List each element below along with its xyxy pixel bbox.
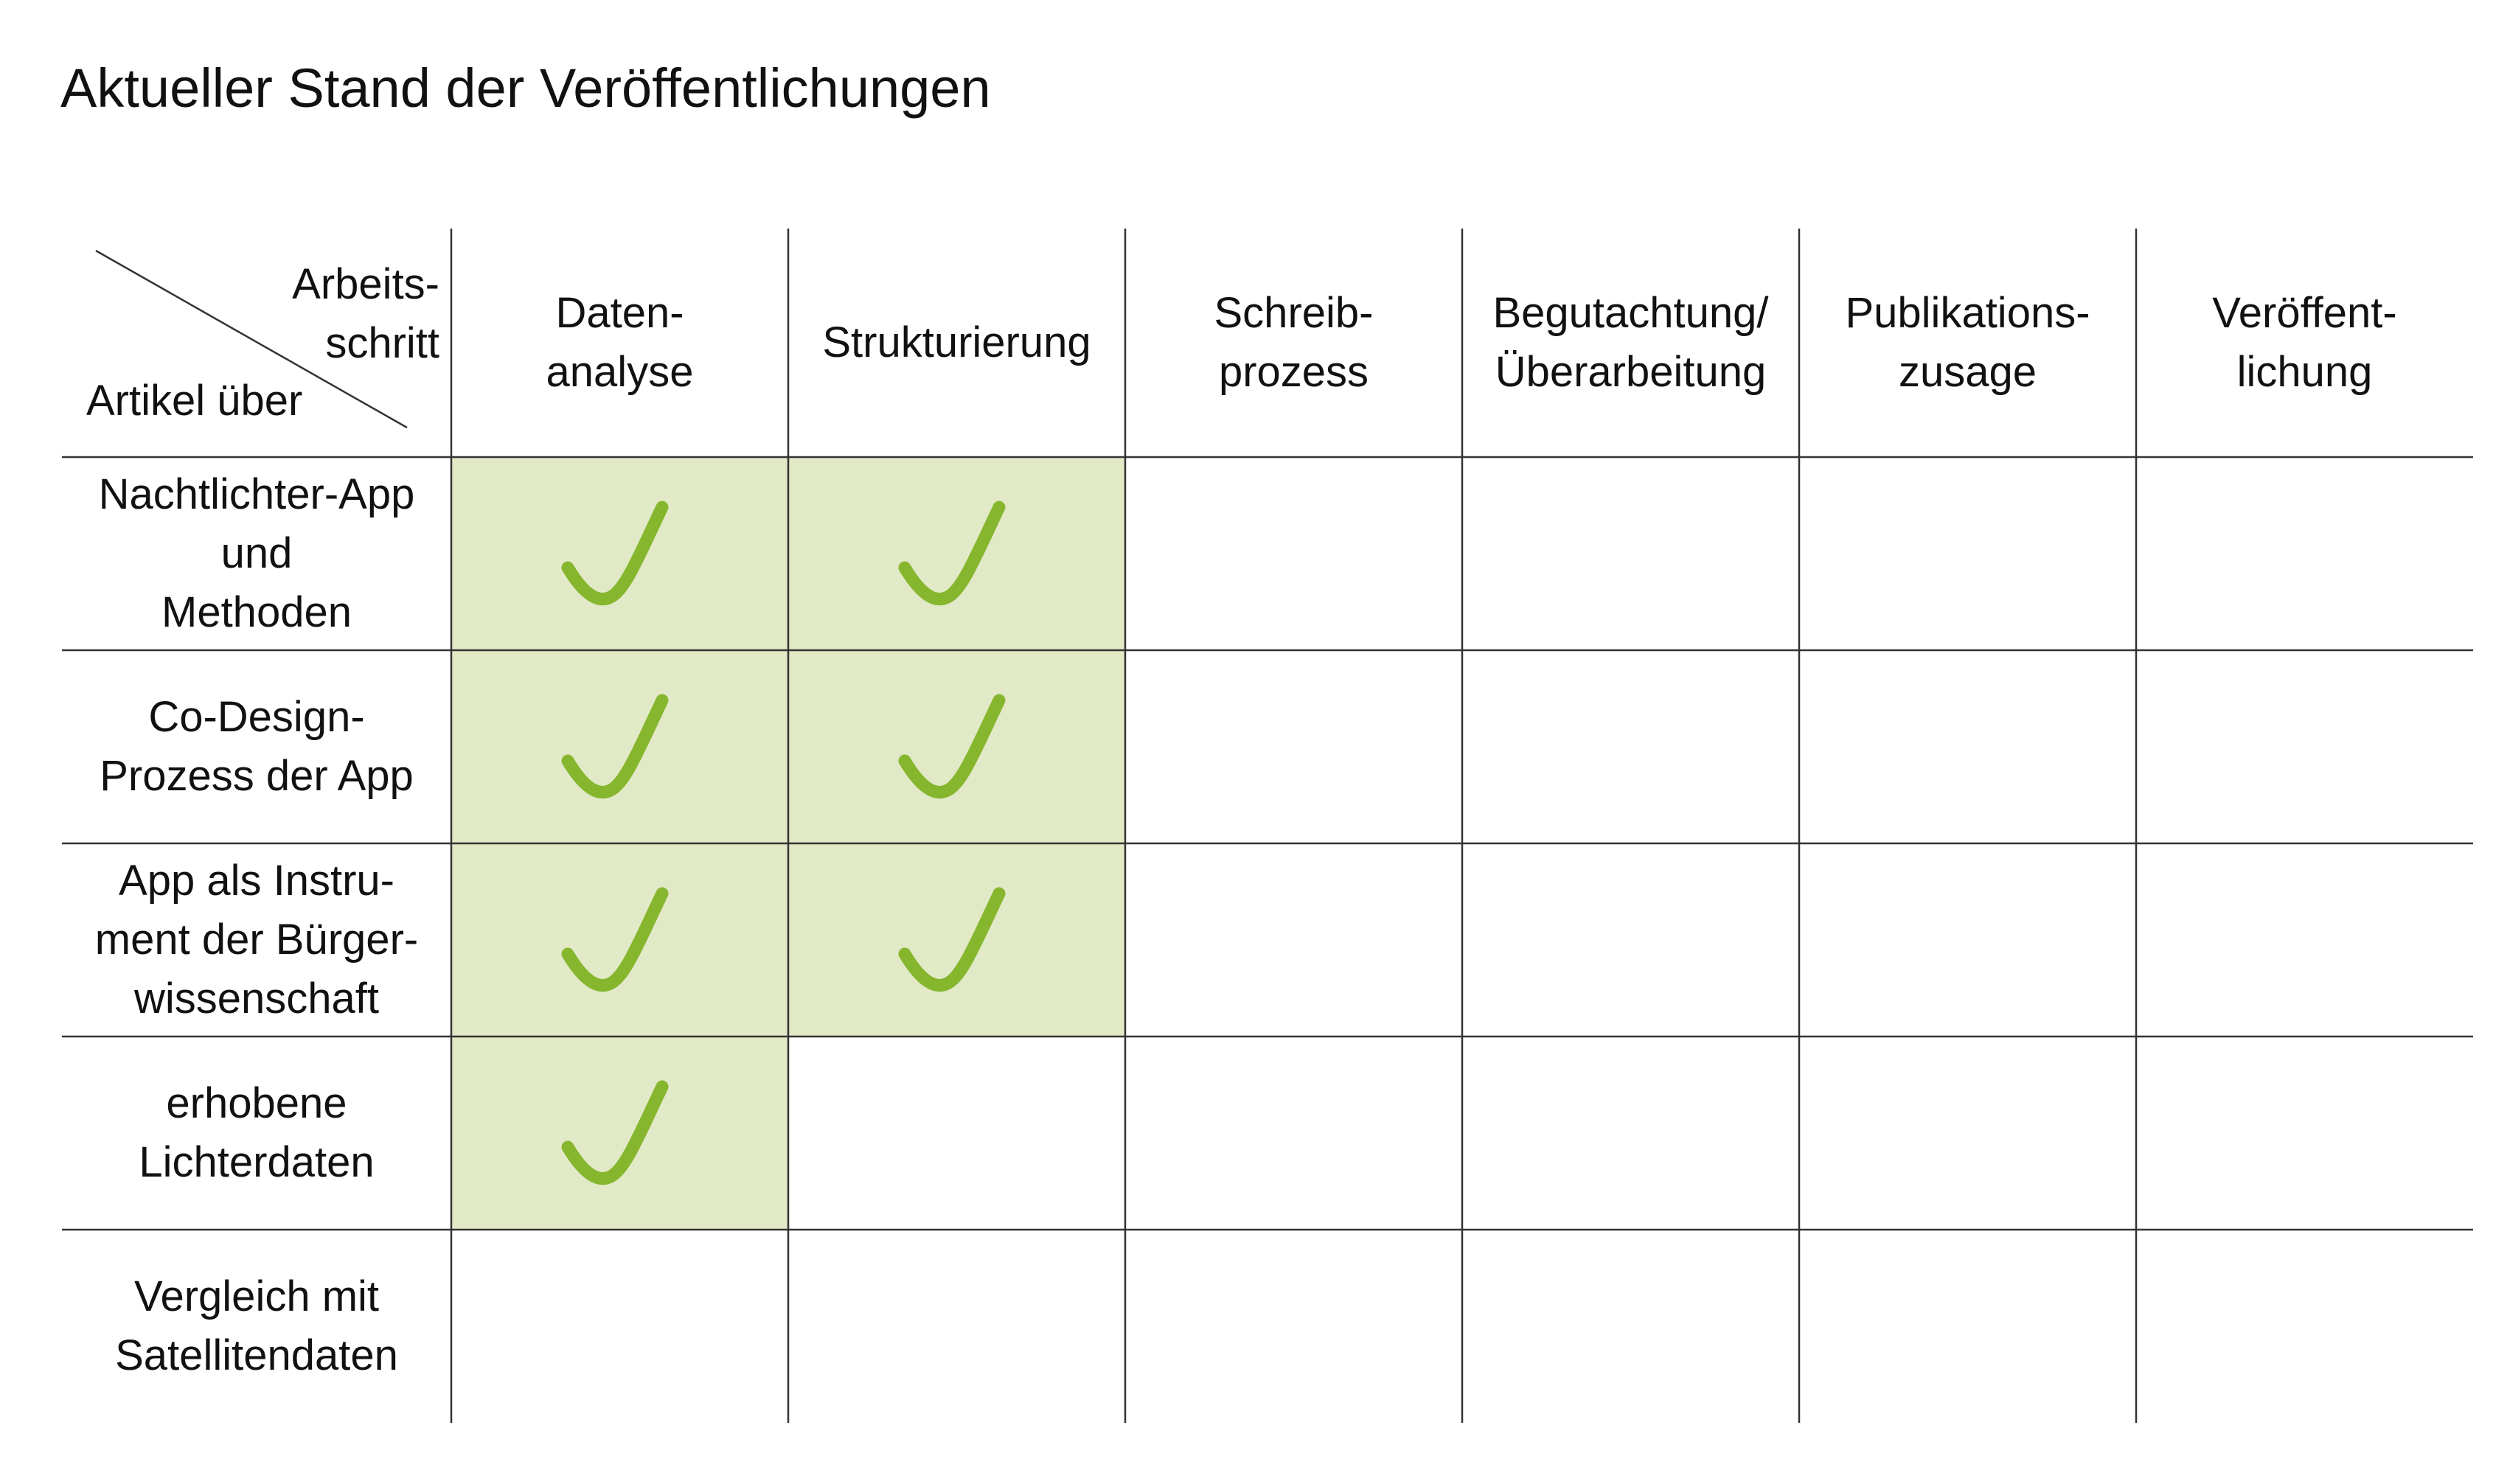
column-header: Publikations- zusage bbox=[1845, 289, 2090, 396]
check-mark-icon bbox=[561, 501, 669, 606]
status-cell-empty bbox=[2136, 650, 2473, 843]
page-title: Aktueller Stand der Veröffentlichungen bbox=[60, 58, 991, 119]
status-cell-empty bbox=[1799, 1230, 2136, 1423]
check-mark-icon bbox=[561, 1080, 669, 1185]
status-cell-empty bbox=[1125, 457, 1462, 650]
status-cell-empty bbox=[1462, 1037, 1799, 1230]
check-mark-icon bbox=[898, 694, 1006, 799]
status-cell-empty bbox=[1125, 843, 1462, 1037]
row-label: Vergleich mit Satellitendaten bbox=[115, 1272, 398, 1379]
status-cell-empty bbox=[1125, 650, 1462, 843]
corner-columns-label: Arbeits- schritt bbox=[292, 260, 439, 367]
status-cell-done bbox=[451, 650, 788, 843]
status-cell-done bbox=[451, 1037, 788, 1230]
check-mark-icon bbox=[561, 694, 669, 799]
column-header: Veröffent- lichung bbox=[2212, 289, 2397, 396]
status-cell-done bbox=[451, 457, 788, 650]
status-cell-done bbox=[451, 843, 788, 1037]
status-cell-empty bbox=[2136, 1230, 2473, 1423]
row-label: Co-Design- Prozess der App bbox=[100, 693, 414, 800]
status-cell-empty bbox=[1799, 843, 2136, 1037]
status-cell-empty bbox=[2136, 843, 2473, 1037]
status-cell-done bbox=[788, 650, 1125, 843]
corner-rows-label: Artikel über bbox=[86, 377, 303, 425]
check-mark-icon bbox=[561, 887, 669, 992]
status-cell-empty bbox=[1799, 650, 2136, 843]
column-header: Daten- analyse bbox=[546, 289, 694, 396]
check-mark-icon bbox=[898, 501, 1006, 606]
status-cell-done bbox=[788, 843, 1125, 1037]
status-cell-empty bbox=[1462, 1230, 1799, 1423]
status-cell-empty bbox=[788, 1037, 1125, 1230]
status-cell-empty bbox=[1799, 1037, 2136, 1230]
status-cell-empty bbox=[2136, 457, 2473, 650]
row-label: erhobene Lichterdaten bbox=[139, 1079, 375, 1186]
column-header: Begutachtung/ Überarbeitung bbox=[1492, 289, 1769, 396]
row-label: App als Instru- ment der Bürger- wissens… bbox=[94, 857, 419, 1023]
status-cell-empty bbox=[1125, 1037, 1462, 1230]
status-cell-empty bbox=[2136, 1037, 2473, 1230]
status-cell-empty bbox=[1462, 843, 1799, 1037]
status-cell-empty bbox=[1799, 457, 2136, 650]
row-label: Nachtlichter-App und Methoden bbox=[98, 470, 415, 636]
status-cell-empty bbox=[1125, 1230, 1462, 1423]
check-mark-icon bbox=[898, 887, 1006, 992]
status-cell-done bbox=[788, 457, 1125, 650]
column-header: Strukturierung bbox=[822, 318, 1091, 366]
status-cell-empty bbox=[788, 1230, 1125, 1423]
status-cell-empty bbox=[1462, 457, 1799, 650]
status-cell-empty bbox=[1462, 650, 1799, 843]
column-header: Schreib- prozess bbox=[1214, 289, 1374, 396]
status-cell-empty bbox=[451, 1230, 788, 1423]
